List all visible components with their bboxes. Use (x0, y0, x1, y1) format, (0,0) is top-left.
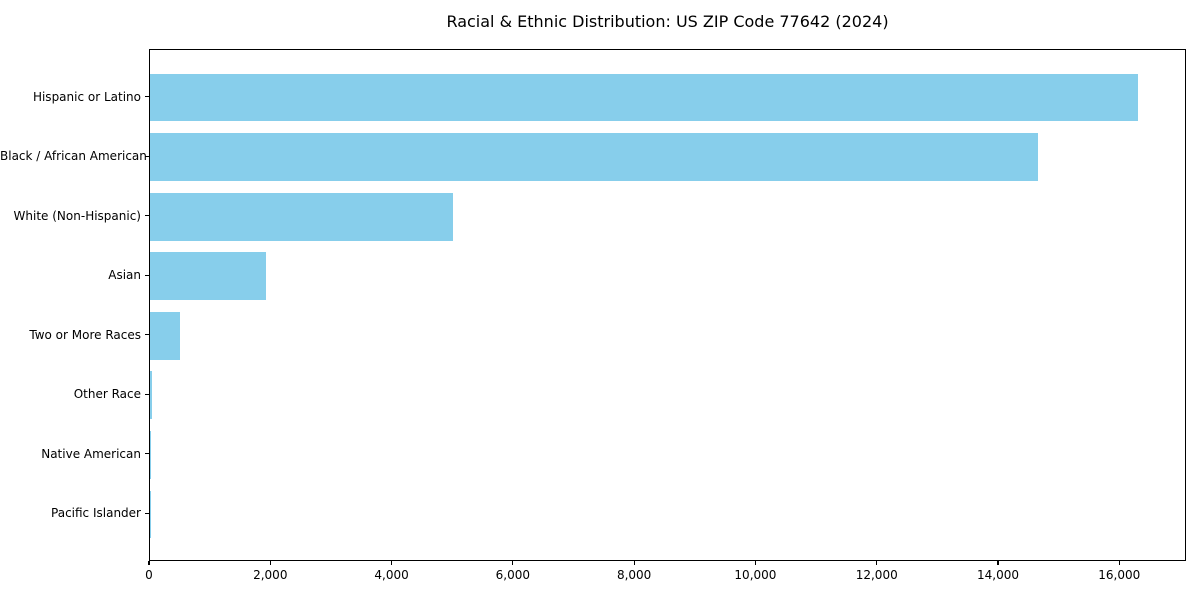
x-tick-label: 14,000 (977, 568, 1019, 582)
y-tick-label: Pacific Islander (51, 506, 141, 521)
bar (150, 371, 152, 420)
x-axis-tick (512, 561, 514, 565)
y-tick-label: Other Race (73, 387, 141, 402)
x-tick-label: 6,000 (495, 568, 531, 582)
y-axis-tick (145, 215, 149, 217)
y-tick-label: Asian (108, 268, 141, 283)
y-axis-tick (145, 453, 149, 455)
x-axis-tick (1118, 561, 1120, 565)
y-axis-tick (145, 512, 149, 514)
x-axis-tick (754, 561, 757, 565)
y-axis-tick (145, 334, 149, 336)
y-tick-label: Hispanic or Latino (32, 89, 141, 104)
x-axis-tick (997, 561, 999, 565)
x-tick-label: 4,000 (374, 568, 409, 582)
bar (150, 431, 151, 479)
x-axis-tick (390, 561, 393, 565)
y-tick-label: White (Non-Hispanic) (13, 208, 141, 223)
x-tick-label: 2,000 (253, 568, 288, 582)
x-tick-label: 8,000 (616, 568, 652, 582)
y-axis-tick (145, 274, 149, 276)
x-tick-label: 0 (145, 568, 153, 582)
x-axis-tick (148, 561, 150, 565)
bar (150, 311, 181, 360)
chart-title: Racial & Ethnic Distribution: US ZIP Cod… (446, 12, 889, 31)
y-axis-tick (145, 96, 149, 98)
bar (150, 252, 266, 301)
plot-area (149, 49, 1186, 561)
x-tick-label: 10,000 (734, 568, 777, 582)
x-axis-tick (633, 561, 635, 565)
y-tick-label: Black / African American (0, 149, 147, 164)
y-tick-label: Native American (41, 446, 141, 461)
bar (150, 73, 1139, 122)
bar (150, 133, 1038, 181)
x-axis-tick (876, 561, 878, 565)
x-tick-label: 16,000 (1098, 568, 1141, 582)
bar (150, 192, 454, 241)
y-axis-tick (145, 155, 149, 157)
y-axis-tick (145, 393, 149, 395)
x-tick-label: 12,000 (855, 568, 898, 582)
x-axis-tick (269, 561, 271, 565)
y-tick-label: Two or More Races (29, 327, 141, 342)
